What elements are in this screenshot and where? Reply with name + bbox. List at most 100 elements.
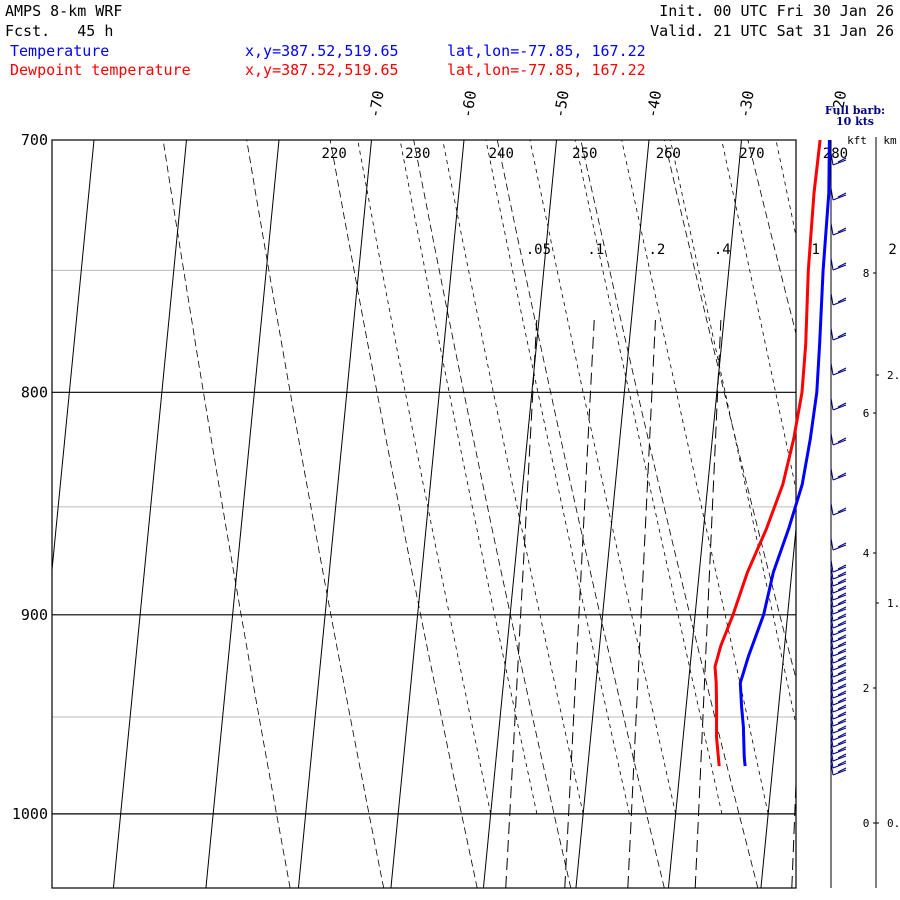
moist-adiabat (357, 140, 492, 814)
dry-adiabat (664, 140, 796, 680)
wind-barb (830, 706, 847, 720)
moist-adiabat (721, 140, 796, 492)
wind-barb (830, 362, 847, 376)
mixing-ratio-label: 2 (888, 242, 896, 258)
km-tick-label: 0. (887, 817, 900, 830)
isotherm-label: -50 (550, 89, 572, 119)
wind-barb (830, 699, 847, 713)
isotherm-line (112, 140, 187, 888)
wind-barb (830, 720, 847, 734)
theta-label: 250 (572, 146, 597, 162)
mixing-ratio-line (694, 320, 722, 888)
wind-barb (830, 657, 847, 671)
moist-adiabat (529, 140, 677, 814)
km-tick-label: 1. (887, 597, 900, 610)
moist-adiabat (442, 140, 584, 814)
legend-dewpoint-latlon: lat,lon=-77.85, 167.22 (447, 61, 646, 79)
wind-barb (830, 601, 847, 615)
theta-label: 260 (656, 146, 681, 162)
legend-temperature-latlon: lat,lon=-77.85, 167.22 (447, 42, 646, 60)
kft-tick-label: 8 (863, 267, 870, 280)
isotherm-label: -30 (735, 89, 757, 119)
wind-barb (830, 650, 847, 664)
wind-barb (830, 467, 847, 481)
dry-adiabat (580, 140, 759, 888)
wind-barb (830, 292, 847, 306)
wind-barb (830, 741, 847, 755)
isotherm-line (0, 140, 2, 888)
wind-barb (830, 671, 847, 685)
mixing-ratio-label: .4 (714, 242, 731, 258)
wind-barb (830, 152, 847, 166)
wind-barb-legend: Full barb: (825, 104, 885, 117)
legend-temperature-xy: x,y=387.52,519.65 (245, 42, 399, 60)
wind-barb (830, 685, 847, 699)
isotherm-line (667, 140, 742, 888)
isotherm-line (297, 140, 372, 888)
temperature-profile (738, 139, 831, 767)
wind-barb (830, 432, 847, 446)
wind-barb (830, 755, 847, 769)
kft-tick-label: 2 (863, 682, 870, 695)
pressure-tick-label: 800 (21, 383, 48, 401)
init-time: Init. 00 UTC Fri 30 Jan 26 (659, 2, 894, 20)
legend-temperature-name: Temperature (10, 42, 110, 60)
pressure-tick-label: 700 (21, 131, 48, 149)
isotherm-label: -20 (828, 89, 850, 119)
mixing-ratio-line (505, 320, 538, 888)
kft-axis-label: kft (847, 134, 867, 147)
wind-barb (830, 222, 847, 236)
wind-barb (830, 537, 847, 551)
dry-adiabat (329, 140, 478, 888)
mixing-ratio-label: .2 (648, 242, 665, 258)
kft-tick-label: 0 (863, 817, 870, 830)
km-tick-label: 2. (887, 369, 900, 382)
background-lines (0, 140, 796, 888)
legend-dewpoint-name: Dewpoint temperature (10, 61, 191, 79)
isotherm-line (482, 140, 557, 888)
wind-barb (830, 257, 847, 271)
wind-barb (830, 629, 847, 643)
wind-barb (830, 643, 847, 657)
theta-label: 270 (739, 146, 764, 162)
wind-barb (830, 594, 847, 608)
isotherm-line (575, 140, 650, 888)
theta-label: 220 (322, 146, 347, 162)
moist-adiabat (399, 140, 538, 814)
isotherm-line (205, 140, 280, 888)
wind-barb (830, 187, 847, 201)
isotherm-line (760, 523, 796, 888)
wind-barb (830, 608, 847, 622)
valid-time: Valid. 21 UTC Sat 31 Jan 26 (650, 22, 894, 40)
model-title: AMPS 8-km WRF (5, 2, 123, 20)
dry-adiabat (496, 140, 665, 888)
wind-barb (830, 622, 847, 636)
moist-adiabat (670, 140, 796, 727)
moist-adiabat (574, 140, 723, 814)
isotherm-label: -40 (643, 89, 665, 119)
wind-barb (830, 580, 847, 594)
pressure-tick-label: 1000 (12, 805, 48, 823)
wind-barb (830, 566, 847, 580)
dry-adiabat (413, 140, 572, 888)
mixing-ratio-line (564, 320, 595, 888)
mixing-ratio-label: .1 (587, 242, 604, 258)
wind-barb (830, 734, 847, 748)
wind-barb-legend-units: 10 kts (836, 115, 874, 128)
wind-barb (830, 727, 847, 741)
wind-barb (830, 678, 847, 692)
isotherm-label: -60 (458, 89, 480, 119)
moist-adiabat (621, 140, 769, 814)
mixing-ratio-line (627, 320, 656, 888)
wind-barb (830, 636, 847, 650)
dry-adiabat (246, 140, 385, 888)
wind-barb (830, 559, 847, 573)
mixing-ratio-line (791, 770, 796, 888)
mixing-ratio-label: 1 (812, 242, 820, 258)
dry-adiabat (162, 140, 291, 888)
forecast-hour: Fcst. 45 h (5, 22, 114, 40)
moist-adiabat (485, 140, 630, 814)
km-axis-label: km (883, 134, 897, 147)
dewpoint-profile (713, 139, 822, 767)
